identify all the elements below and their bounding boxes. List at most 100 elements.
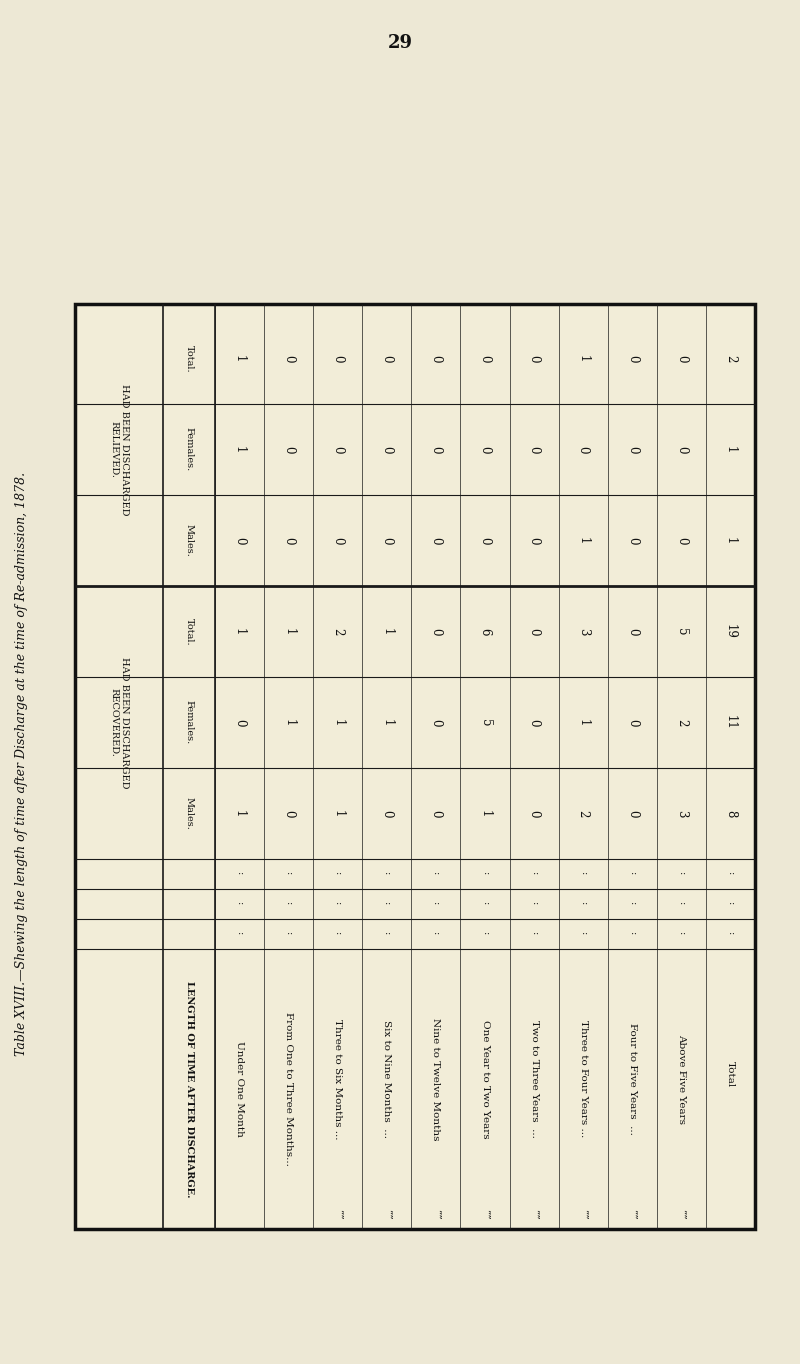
Text: 0: 0: [626, 446, 638, 453]
Text: 1: 1: [233, 446, 246, 453]
Text: 1: 1: [331, 810, 344, 817]
Text: 0: 0: [527, 810, 541, 817]
Text: :: :: [481, 903, 490, 906]
Text: :: :: [334, 903, 342, 906]
Text: :: :: [235, 873, 244, 876]
Text: :: :: [382, 903, 391, 906]
Text: :: :: [481, 873, 490, 876]
Polygon shape: [75, 304, 755, 1229]
Text: :: :: [677, 933, 686, 936]
Text: Six to Nine Months  ...: Six to Nine Months ...: [382, 1020, 391, 1138]
Text: 0: 0: [331, 446, 344, 453]
Text: Table XVIII.—Shewing the length of time after Discharge at the time of Re-admiss: Table XVIII.—Shewing the length of time …: [15, 472, 29, 1056]
Text: 1: 1: [233, 810, 246, 817]
Text: 3: 3: [577, 627, 590, 636]
Text: :: :: [530, 873, 538, 876]
Text: :: :: [578, 933, 588, 936]
Text: 0: 0: [282, 355, 295, 363]
Text: 1: 1: [577, 719, 590, 726]
Text: LENGTH OF TIME AFTER DISCHARGE.: LENGTH OF TIME AFTER DISCHARGE.: [185, 981, 194, 1198]
Text: 0: 0: [626, 537, 638, 544]
Text: 0: 0: [478, 446, 491, 453]
Text: 0: 0: [282, 810, 295, 817]
Text: ””: ””: [530, 1209, 538, 1219]
Text: :: :: [431, 933, 441, 936]
Text: 0: 0: [675, 355, 688, 363]
Text: 1: 1: [233, 627, 246, 636]
Text: :: :: [578, 873, 588, 876]
Text: 19: 19: [724, 625, 737, 638]
Text: 1: 1: [282, 719, 295, 726]
Text: :: :: [334, 933, 342, 936]
Text: Total.: Total.: [185, 345, 194, 372]
Text: 0: 0: [478, 355, 491, 363]
Text: :: :: [628, 903, 637, 906]
Text: 0: 0: [430, 355, 442, 363]
Text: Two to Three Years  ...: Two to Three Years ...: [530, 1020, 538, 1138]
Text: Above Five Years: Above Five Years: [677, 1034, 686, 1124]
Text: 0: 0: [380, 355, 394, 363]
Text: Females.: Females.: [185, 427, 194, 472]
Text: 2: 2: [331, 627, 344, 636]
Text: HAD BEEN DISCHARGED
RECOVERED.: HAD BEEN DISCHARGED RECOVERED.: [110, 656, 129, 788]
Text: 0: 0: [380, 810, 394, 817]
Text: :: :: [628, 933, 637, 936]
Text: :: :: [530, 933, 538, 936]
Text: 0: 0: [626, 719, 638, 726]
Text: 0: 0: [675, 446, 688, 453]
Text: 1: 1: [282, 627, 295, 636]
Text: 0: 0: [380, 537, 394, 544]
Text: Four to Five Years  ...: Four to Five Years ...: [628, 1023, 637, 1135]
Text: :: :: [530, 903, 538, 906]
Text: 0: 0: [380, 446, 394, 453]
Text: 2: 2: [577, 810, 590, 817]
Text: 0: 0: [282, 537, 295, 544]
Text: Total.: Total.: [185, 618, 194, 645]
Text: 1: 1: [380, 627, 394, 636]
Text: 0: 0: [527, 446, 541, 453]
Text: :: :: [481, 933, 490, 936]
Text: Under One Month: Under One Month: [235, 1041, 244, 1138]
Text: 0: 0: [430, 537, 442, 544]
Text: 1: 1: [380, 719, 394, 726]
Text: Total: Total: [726, 1061, 735, 1087]
Text: :: :: [382, 873, 391, 876]
Text: Nine to Twelve Months: Nine to Twelve Months: [431, 1018, 441, 1140]
Text: 0: 0: [331, 537, 344, 544]
Text: ””: ””: [628, 1209, 637, 1219]
Text: 5: 5: [675, 627, 688, 636]
Text: Males.: Males.: [185, 524, 194, 557]
Text: :: :: [284, 903, 293, 906]
Text: 0: 0: [478, 537, 491, 544]
Text: Three to Six Months ...: Three to Six Months ...: [334, 1019, 342, 1139]
Text: :: :: [284, 933, 293, 936]
Text: 0: 0: [626, 810, 638, 817]
Text: 0: 0: [626, 355, 638, 363]
Text: 2: 2: [675, 719, 688, 726]
Text: HAD BEEN DISCHARGED
RELIEVED.: HAD BEEN DISCHARGED RELIEVED.: [110, 383, 129, 516]
Text: :: :: [726, 903, 735, 906]
Text: 0: 0: [233, 719, 246, 726]
Text: 0: 0: [430, 627, 442, 636]
Text: 1: 1: [331, 719, 344, 726]
Text: From One to Three Months...: From One to Three Months...: [284, 1012, 293, 1166]
Text: :: :: [628, 873, 637, 876]
Text: :: :: [284, 873, 293, 876]
Text: Females.: Females.: [185, 700, 194, 745]
Text: ””: ””: [578, 1209, 588, 1219]
Text: 0: 0: [527, 719, 541, 726]
Text: 29: 29: [387, 34, 413, 52]
Text: 1: 1: [577, 537, 590, 544]
Text: 0: 0: [282, 446, 295, 453]
Text: 0: 0: [233, 537, 246, 544]
Text: :: :: [726, 933, 735, 936]
Text: :: :: [431, 903, 441, 906]
Text: 1: 1: [233, 355, 246, 363]
Text: ””: ””: [431, 1209, 441, 1219]
Text: 0: 0: [675, 537, 688, 544]
Text: 1: 1: [478, 810, 491, 817]
Text: :: :: [677, 873, 686, 876]
Text: :: :: [382, 933, 391, 936]
Text: 0: 0: [527, 627, 541, 636]
Text: 0: 0: [527, 537, 541, 544]
